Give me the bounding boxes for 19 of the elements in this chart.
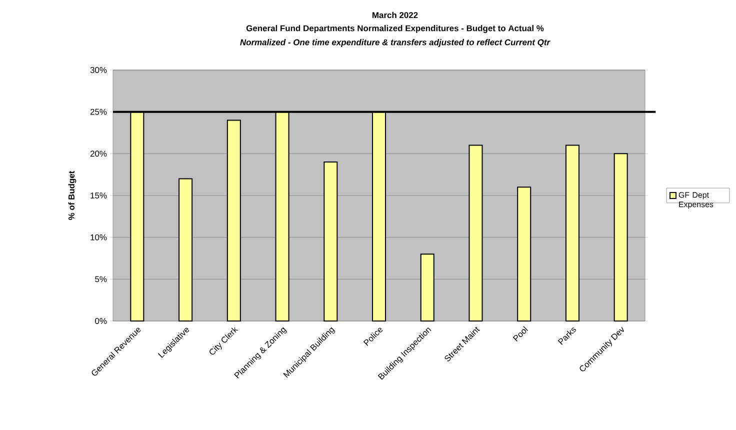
- bar: [565, 144, 580, 322]
- bar: [324, 162, 338, 322]
- y-axis-title: % of Budget: [68, 170, 76, 220]
- y-tick-label: 25%: [90, 108, 107, 115]
- bar: [614, 153, 628, 322]
- text: Normalized - One time expenditure & transfers adjusted to reflect Current Qtr: [240, 39, 550, 47]
- y-tick-label: 20%: [90, 150, 107, 157]
- y-tick-label: 5%: [95, 276, 107, 282]
- bar: [468, 144, 483, 322]
- bar: [226, 120, 241, 322]
- y-tick-label: 30%: [90, 67, 107, 73]
- bar: [420, 254, 434, 322]
- bar: [517, 186, 532, 322]
- y-tick-label: 0%: [95, 318, 107, 324]
- chart-title: March 2022: [372, 12, 418, 18]
- y-tick-label: 15%: [90, 192, 107, 198]
- y-tick-label: 10%: [90, 234, 107, 240]
- bar: [178, 178, 193, 322]
- chart-subtitle: General Fund Departments Normalized Expenditures - Budget to Actual %: [246, 25, 544, 33]
